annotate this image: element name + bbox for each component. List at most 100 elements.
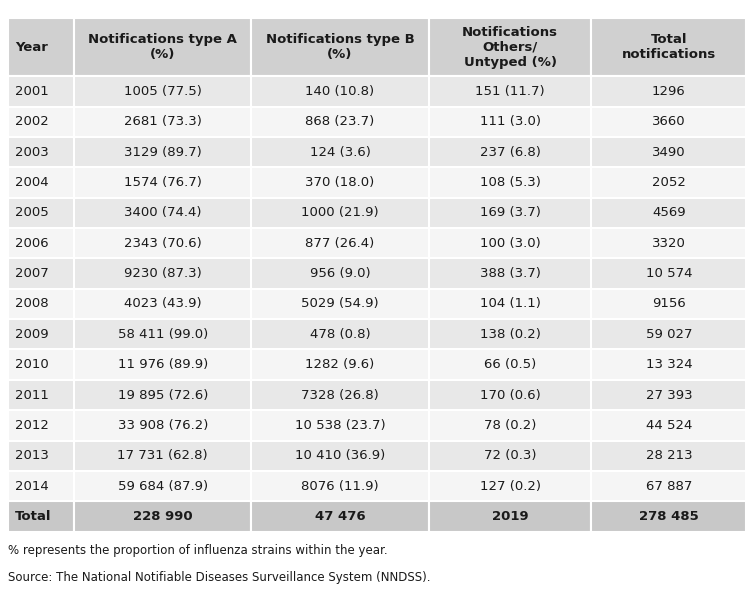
Bar xyxy=(74,228,251,258)
Text: 151 (11.7): 151 (11.7) xyxy=(475,85,545,98)
Bar xyxy=(591,471,746,501)
Text: 5029 (54.9): 5029 (54.9) xyxy=(302,298,379,310)
Text: 67 887: 67 887 xyxy=(645,480,692,492)
Bar xyxy=(8,349,74,380)
Text: Notifications type A
(%): Notifications type A (%) xyxy=(88,34,238,61)
Text: 2681 (73.3): 2681 (73.3) xyxy=(124,115,201,128)
Text: 2010: 2010 xyxy=(15,358,49,371)
Text: 1282 (9.6): 1282 (9.6) xyxy=(305,358,375,371)
Text: 4569: 4569 xyxy=(652,207,685,219)
Bar xyxy=(429,18,591,76)
Text: 9230 (87.3): 9230 (87.3) xyxy=(124,267,201,280)
Text: 2004: 2004 xyxy=(15,176,48,189)
Text: Total: Total xyxy=(15,510,51,523)
Bar xyxy=(8,76,74,107)
Bar xyxy=(74,167,251,198)
Bar xyxy=(8,471,74,501)
Text: 28 213: 28 213 xyxy=(645,449,692,462)
Text: Notifications
Others/
Untyped (%): Notifications Others/ Untyped (%) xyxy=(462,26,558,69)
Bar xyxy=(251,501,429,532)
Bar xyxy=(429,167,591,198)
Text: 370 (18.0): 370 (18.0) xyxy=(305,176,375,189)
Text: 2012: 2012 xyxy=(15,419,49,432)
Bar xyxy=(74,289,251,319)
Bar xyxy=(429,228,591,258)
Bar xyxy=(591,228,746,258)
Text: 33 908 (76.2): 33 908 (76.2) xyxy=(118,419,208,432)
Bar xyxy=(429,107,591,137)
Bar xyxy=(8,167,74,198)
Bar xyxy=(74,198,251,228)
Text: 3660: 3660 xyxy=(652,115,685,128)
Text: 104 (1.1): 104 (1.1) xyxy=(480,298,541,310)
Bar xyxy=(8,319,74,349)
Text: 58 411 (99.0): 58 411 (99.0) xyxy=(118,328,208,341)
Text: 59 684 (87.9): 59 684 (87.9) xyxy=(118,480,208,492)
Text: 66 (0.5): 66 (0.5) xyxy=(484,358,536,371)
Text: 108 (5.3): 108 (5.3) xyxy=(480,176,541,189)
Bar xyxy=(591,441,746,471)
Text: 4023 (43.9): 4023 (43.9) xyxy=(124,298,201,310)
Bar xyxy=(251,76,429,107)
Text: 59 027: 59 027 xyxy=(645,328,692,341)
Text: 138 (0.2): 138 (0.2) xyxy=(480,328,541,341)
Text: 2052: 2052 xyxy=(652,176,686,189)
Bar xyxy=(591,380,746,410)
Text: 47 476: 47 476 xyxy=(314,510,366,523)
Bar xyxy=(429,380,591,410)
Text: 10 410 (36.9): 10 410 (36.9) xyxy=(295,449,385,462)
Bar xyxy=(8,501,74,532)
Bar xyxy=(74,380,251,410)
Text: 78 (0.2): 78 (0.2) xyxy=(484,419,536,432)
Bar xyxy=(591,107,746,137)
Text: 868 (23.7): 868 (23.7) xyxy=(305,115,375,128)
Text: 2014: 2014 xyxy=(15,480,49,492)
Text: 140 (10.8): 140 (10.8) xyxy=(305,85,375,98)
Bar xyxy=(74,258,251,289)
Text: 2003: 2003 xyxy=(15,146,49,159)
Text: 17 731 (62.8): 17 731 (62.8) xyxy=(118,449,208,462)
Bar xyxy=(429,349,591,380)
Text: 127 (0.2): 127 (0.2) xyxy=(480,480,541,492)
Text: 2007: 2007 xyxy=(15,267,49,280)
Text: 124 (3.6): 124 (3.6) xyxy=(310,146,370,159)
Text: Year: Year xyxy=(15,41,48,54)
Text: 1000 (21.9): 1000 (21.9) xyxy=(302,207,379,219)
Text: 44 524: 44 524 xyxy=(645,419,692,432)
Bar xyxy=(251,167,429,198)
Bar xyxy=(251,137,429,167)
Bar xyxy=(429,501,591,532)
Text: 100 (3.0): 100 (3.0) xyxy=(480,237,541,250)
Text: 478 (0.8): 478 (0.8) xyxy=(310,328,370,341)
Bar xyxy=(429,76,591,107)
Text: Notifications type B
(%): Notifications type B (%) xyxy=(265,34,415,61)
Bar xyxy=(591,198,746,228)
Bar xyxy=(74,410,251,441)
Bar xyxy=(429,410,591,441)
Text: 3129 (89.7): 3129 (89.7) xyxy=(124,146,201,159)
Text: 13 324: 13 324 xyxy=(645,358,692,371)
Bar xyxy=(429,441,591,471)
Text: 3400 (74.4): 3400 (74.4) xyxy=(124,207,201,219)
Bar xyxy=(8,410,74,441)
Text: 2009: 2009 xyxy=(15,328,48,341)
Bar xyxy=(591,18,746,76)
Bar xyxy=(8,380,74,410)
Text: 2006: 2006 xyxy=(15,237,48,250)
Text: 2013: 2013 xyxy=(15,449,49,462)
Bar xyxy=(591,349,746,380)
Text: 1574 (76.7): 1574 (76.7) xyxy=(124,176,201,189)
Text: 111 (3.0): 111 (3.0) xyxy=(480,115,541,128)
Text: 72 (0.3): 72 (0.3) xyxy=(484,449,536,462)
Bar xyxy=(591,410,746,441)
Bar xyxy=(591,289,746,319)
Bar xyxy=(8,258,74,289)
Text: 10 538 (23.7): 10 538 (23.7) xyxy=(295,419,385,432)
Bar xyxy=(74,107,251,137)
Text: 2008: 2008 xyxy=(15,298,48,310)
Bar xyxy=(74,18,251,76)
Bar xyxy=(591,319,746,349)
Bar xyxy=(8,18,74,76)
Text: 169 (3.7): 169 (3.7) xyxy=(480,207,541,219)
Text: 2343 (70.6): 2343 (70.6) xyxy=(124,237,201,250)
